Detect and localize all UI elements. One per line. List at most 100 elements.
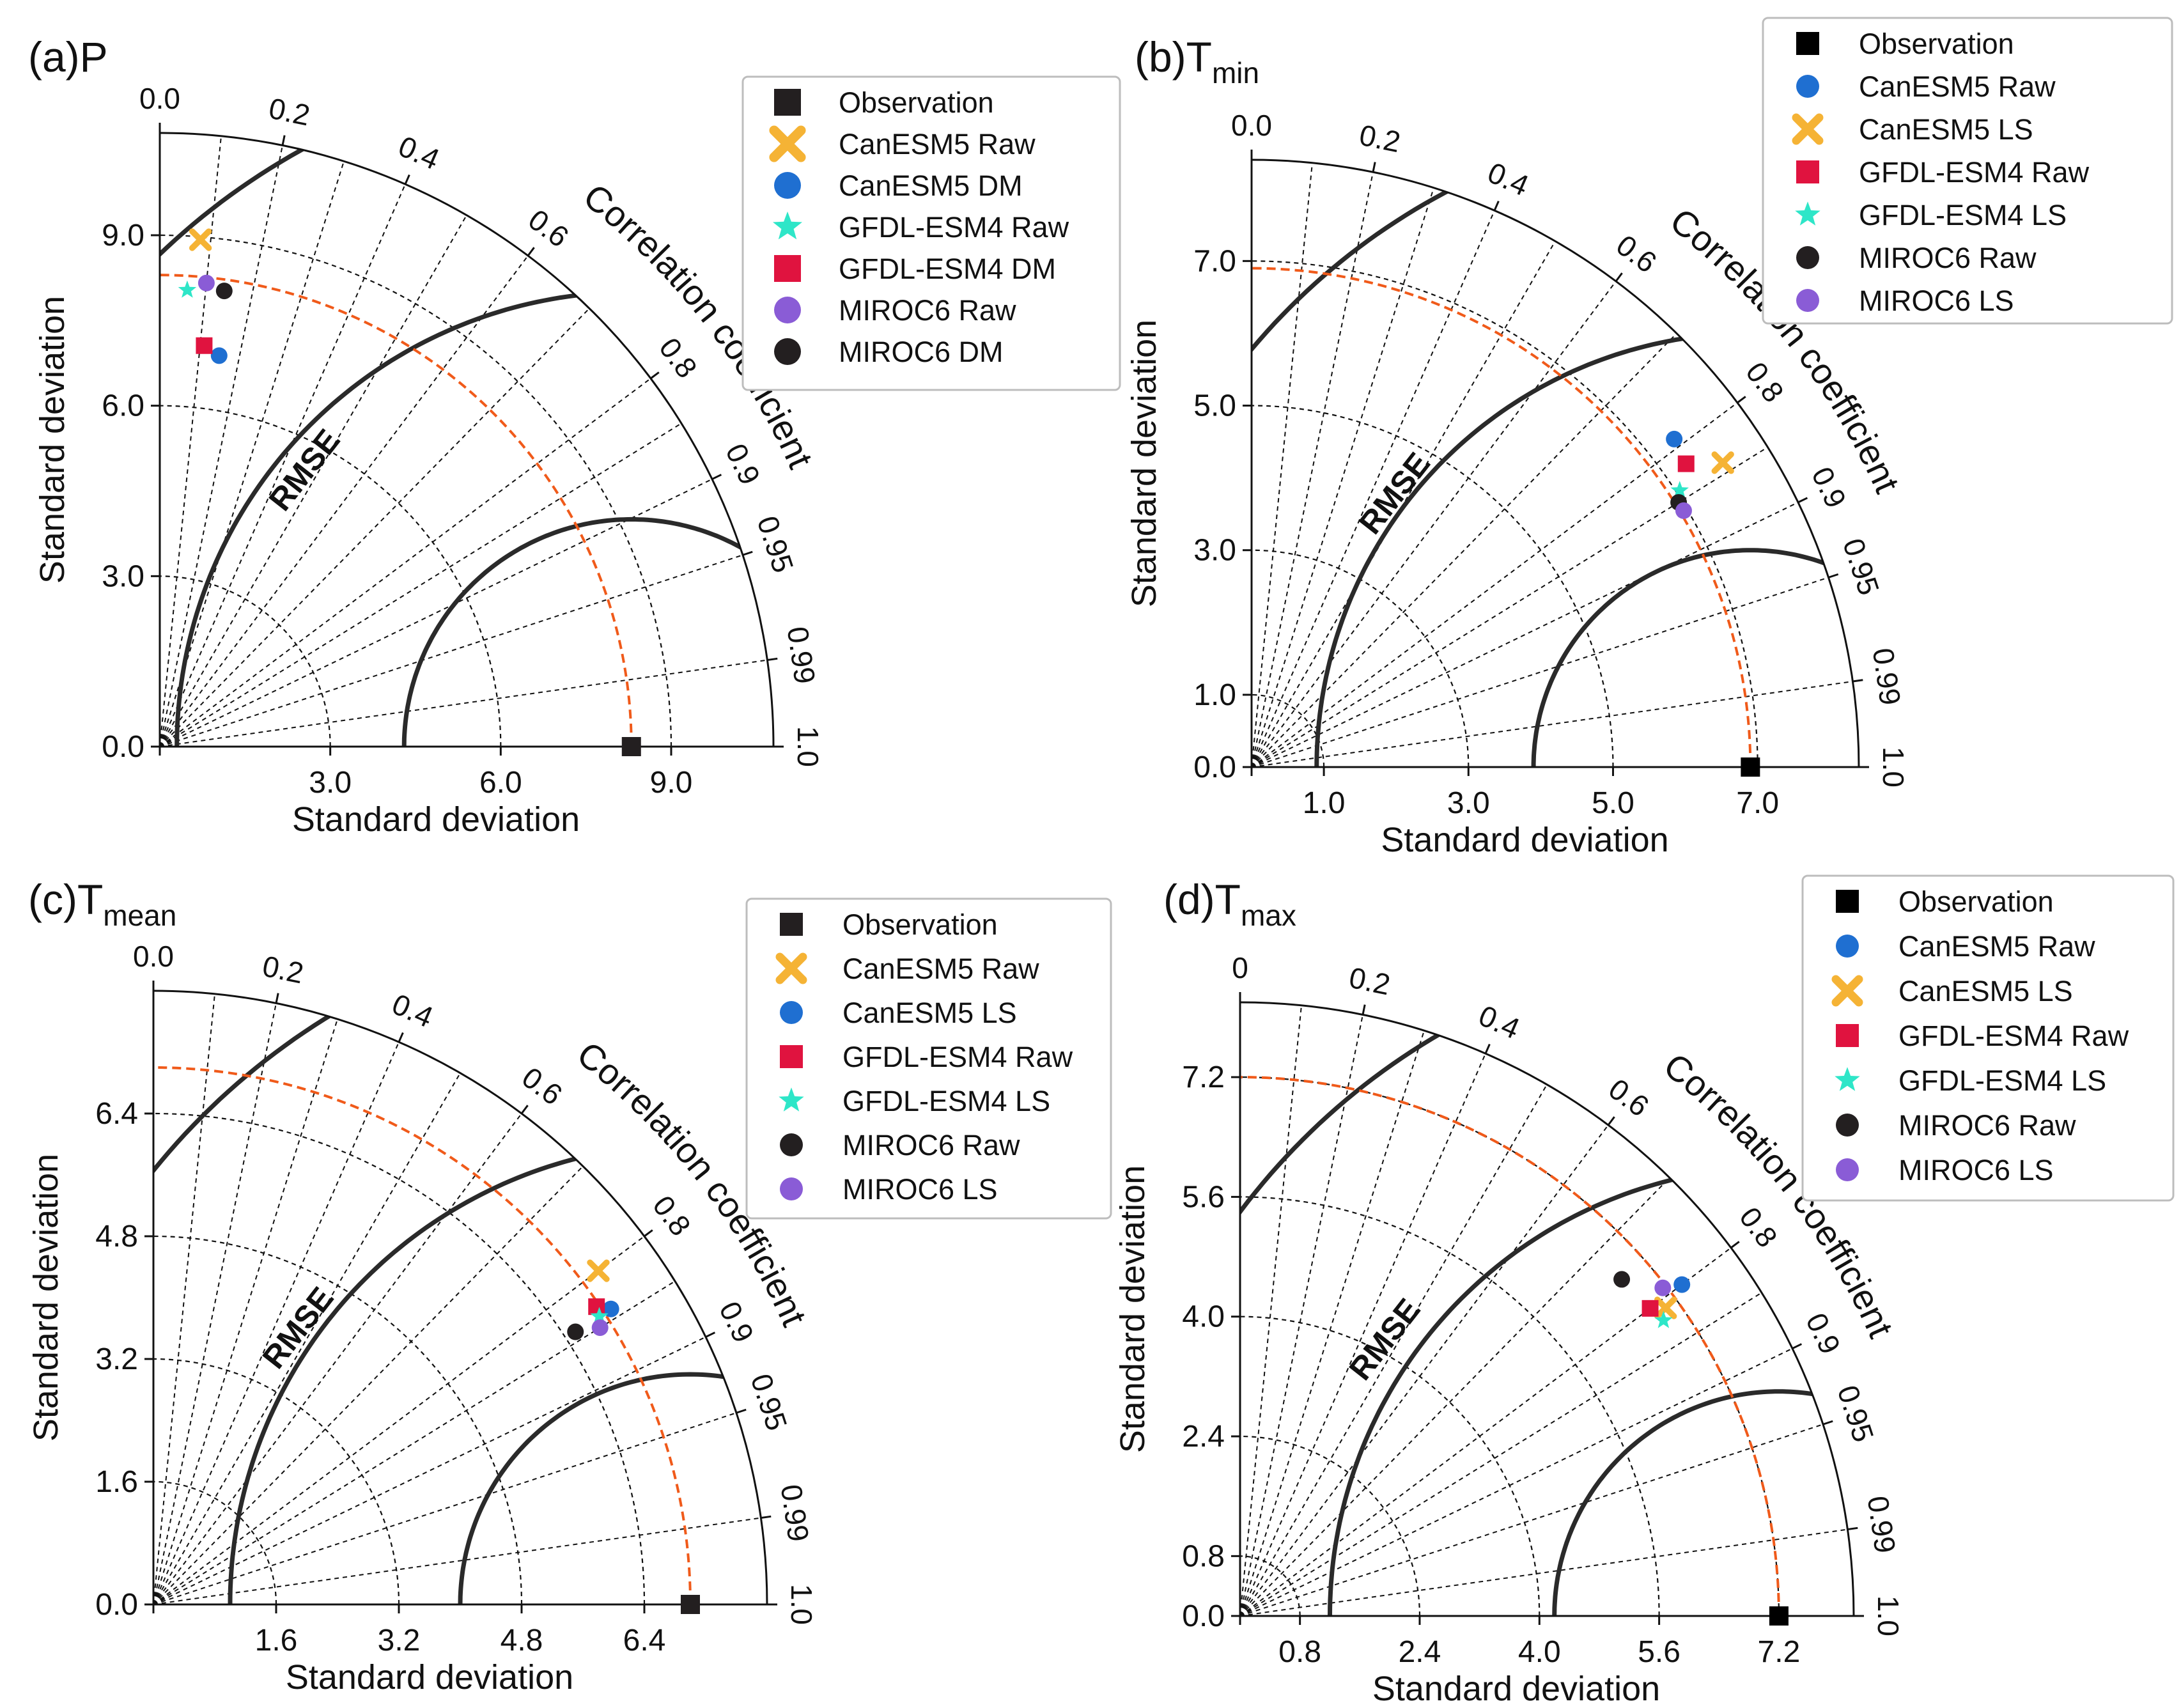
corr-tick-label: 0.4	[387, 987, 438, 1034]
point-gfdl-esm4-raw	[178, 280, 197, 298]
point-gfdl-esm4-raw	[1677, 455, 1695, 472]
corr-tick-label: 0.2	[1346, 961, 1393, 1002]
x-tick-label: 4.0	[1518, 1635, 1561, 1669]
corr-ray	[159, 215, 467, 747]
std-grid-arc	[153, 1112, 646, 1605]
legend-label: CanESM5 Raw	[1898, 930, 2095, 963]
legend-label: GFDL-ESM4 LS	[1898, 1064, 2106, 1097]
point-miroc6-ls	[1675, 502, 1692, 519]
legend-label: CanESM5 LS	[842, 997, 1017, 1029]
legend-marker	[1796, 160, 1819, 183]
corr-tick	[761, 1515, 772, 1519]
y-tick-label: 5.0	[1193, 389, 1236, 423]
corr-tick-label: 0.95	[1831, 1381, 1880, 1446]
legend-label: MIROC6 DM	[839, 336, 1004, 368]
corr-ray	[159, 307, 590, 747]
corr-tick	[705, 1331, 716, 1338]
legend-marker	[774, 89, 801, 116]
legend-label: CanESM5 Raw	[842, 952, 1039, 985]
corr-ray	[1251, 577, 1829, 768]
point-miroc6-raw	[198, 274, 215, 291]
point-canesm5-ls	[602, 1300, 619, 1317]
y-axis-title: Standard deviation	[1114, 1165, 1152, 1453]
x-tick-label: 3.0	[1447, 786, 1490, 820]
corr-tick-label: 0.0	[133, 940, 174, 973]
legend-label: CanESM5 Raw	[839, 128, 1036, 160]
std-grid-arc	[153, 1358, 400, 1605]
point-observation	[1741, 757, 1760, 777]
corr-tick	[1828, 573, 1839, 578]
corr-ray	[159, 160, 345, 747]
y-tick-label: 3.0	[102, 559, 144, 593]
corr-tick-label: 1.0	[1877, 747, 1910, 788]
x-tick-label: 1.6	[255, 1624, 298, 1658]
y-tick-label: 0.8	[1182, 1539, 1225, 1573]
corr-ray	[1239, 1292, 1762, 1617]
legend-box	[745, 897, 1112, 1220]
y-tick-label: 5.6	[1182, 1180, 1225, 1214]
corr-ray	[1239, 1177, 1670, 1617]
corr-ray	[1239, 1124, 1609, 1617]
legend-label: GFDL-ESM4 Raw	[842, 1041, 1073, 1073]
legend-label: GFDL-ESM4 DM	[839, 252, 1056, 285]
corr-ray	[153, 1165, 584, 1605]
std-grid-arc	[1239, 1196, 1660, 1617]
point-canesm5-raw	[1666, 430, 1683, 447]
legend-label: MIROC6 LS	[1859, 284, 2014, 317]
legend-label: GFDL-ESM4 LS	[842, 1085, 1050, 1117]
y-tick-label: 0.0	[95, 1588, 138, 1622]
corr-tick	[281, 135, 286, 146]
legend-label: Observation	[839, 86, 994, 119]
x-tick-label: 5.6	[1638, 1635, 1680, 1669]
corr-tick-label: 0.99	[1861, 1494, 1902, 1555]
y-axis-title: Standard deviation	[27, 1154, 65, 1441]
y-axis-title: Standard deviation	[1125, 320, 1163, 607]
panel-title-subscript: min	[1212, 56, 1259, 89]
y-tick-label: 3.0	[1193, 534, 1236, 568]
std-grid-arc	[159, 234, 672, 747]
corr-tick	[1372, 162, 1376, 173]
corr-tick	[742, 550, 753, 556]
corr-ray	[159, 255, 529, 747]
x-tick-label: 7.0	[1736, 786, 1779, 820]
corr-tick	[404, 174, 410, 185]
panel-title-subscript: mean	[103, 899, 176, 932]
corr-tick-label: 0.0	[139, 82, 180, 115]
corr-ray	[159, 145, 283, 747]
y-tick-label: 7.0	[1193, 244, 1236, 278]
corr-ray	[1251, 502, 1799, 768]
legend-marker	[774, 338, 801, 365]
corr-tick	[767, 657, 778, 662]
corr-ray	[153, 1018, 338, 1605]
corr-tick-label: 0.6	[516, 1060, 568, 1112]
y-tick-label: 3.2	[95, 1342, 138, 1376]
legend-label: MIROC6 Raw	[1898, 1109, 2076, 1142]
corr-tick-label: 0.6	[1603, 1072, 1655, 1123]
corr-tick	[644, 1229, 653, 1238]
legend-marker	[780, 1133, 803, 1156]
legend-label: MIROC6 Raw	[839, 294, 1016, 327]
legend-box	[1801, 874, 2175, 1202]
corr-tick	[1852, 679, 1863, 683]
legend-marker	[1796, 246, 1819, 269]
corr-ray	[1239, 1424, 1824, 1617]
legend-label: MIROC6 LS	[842, 1173, 998, 1206]
legend-label: CanESM5 DM	[839, 169, 1023, 202]
corr-tick-label: 0.8	[646, 1190, 697, 1242]
corr-ray	[153, 1041, 400, 1605]
legend-box	[741, 75, 1121, 391]
x-axis-title: Standard deviation	[286, 1658, 573, 1696]
corr-tick	[275, 993, 279, 1004]
corr-tick-label: 0.6	[1610, 228, 1663, 279]
legend-marker	[1831, 975, 1863, 1007]
std-grid-arc	[159, 575, 331, 747]
corr-tick-label: 0.95	[1836, 534, 1886, 599]
corr-tick	[1797, 497, 1808, 504]
corr-tick-label: 0.2	[266, 91, 313, 132]
point-gfdl-esm4-ls	[1654, 1310, 1673, 1328]
legend-label: MIROC6 Raw	[1859, 242, 2037, 274]
legend-marker	[1835, 1067, 1860, 1091]
point-canesm5-dm	[210, 347, 228, 364]
legend-label: CanESM5 LS	[1898, 975, 2073, 1007]
